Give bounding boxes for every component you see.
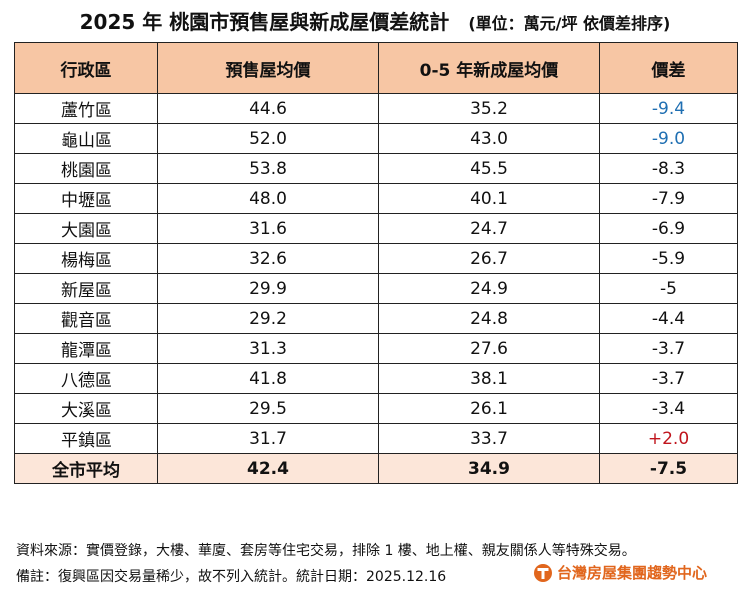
- column-header: 0-5 年新成屋均價: [378, 42, 600, 94]
- table-cell: 31.3: [157, 333, 379, 364]
- table-cell: 觀音區: [14, 303, 158, 334]
- table-cell: 26.1: [378, 393, 600, 424]
- table-cell: 31.6: [157, 213, 379, 244]
- table-row: 中壢區 48.0 40.1 -7.9: [14, 183, 738, 214]
- table-cell: 29.9: [157, 273, 379, 304]
- table-cell: 蘆竹區: [14, 93, 158, 124]
- table-row: 龍潭區 31.3 27.6 -3.7: [14, 333, 738, 364]
- table-cell: 24.8: [378, 303, 600, 334]
- remark-note: 備註：復興區因交易量稀少，故不列入統計。統計日期：2025.12.16: [16, 569, 447, 585]
- table-cell: 29.5: [157, 393, 379, 424]
- table-cell: 平鎮區: [14, 423, 158, 454]
- brand-logo: 台灣房屋集團趨勢中心: [533, 562, 707, 583]
- source-note: 資料來源：實價登錄，大樓、華廈、套房等住宅交易，排除 1 樓、地上權、親友關係人…: [16, 543, 636, 559]
- table-cell: 大園區: [14, 213, 158, 244]
- table-cell: 24.7: [378, 213, 600, 244]
- table-cell: 中壢區: [14, 183, 158, 214]
- table-cell: -6.9: [599, 213, 738, 244]
- table-cell: 40.1: [378, 183, 600, 214]
- brand-name: 台灣房屋集團趨勢中心: [557, 564, 708, 582]
- table-header-row: 行政區 預售屋均價 0-5 年新成屋均價 價差: [14, 42, 738, 94]
- table-cell: 24.9: [378, 273, 600, 304]
- table-cell: -5: [599, 273, 738, 304]
- table-cell: 32.6: [157, 243, 379, 274]
- table-cell: 53.8: [157, 153, 379, 184]
- table-cell: -9.4: [599, 93, 738, 124]
- table-cell: 新屋區: [14, 273, 158, 304]
- table-cell: 44.6: [157, 93, 379, 124]
- table-row: 龜山區 52.0 43.0 -9.0: [14, 123, 738, 154]
- table-cell: -7.5: [599, 453, 738, 484]
- column-header: 預售屋均價: [157, 42, 379, 94]
- title-text: 2025 年 桃園市預售屋與新成屋價差統計: [79, 10, 450, 34]
- table-cell: -3.7: [599, 333, 738, 364]
- table-cell: 27.6: [378, 333, 600, 364]
- table-cell: 38.1: [378, 363, 600, 394]
- table-row: 大園區 31.6 24.7 -6.9: [14, 213, 738, 244]
- table-cell: 龜山區: [14, 123, 158, 154]
- table-body: 蘆竹區 44.6 35.2 -9.4 龜山區 52.0 43.0 -9.0 桃園區 53.8 45.…: [14, 93, 738, 484]
- table-cell: 35.2: [378, 93, 600, 124]
- table-cell: -9.0: [599, 123, 738, 154]
- table-cell: 大溪區: [14, 393, 158, 424]
- average-row: 全市平均 42.4 34.9 -7.5: [14, 453, 738, 484]
- table-cell: -3.7: [599, 363, 738, 394]
- table-cell: 48.0: [157, 183, 379, 214]
- brand-icon: [534, 563, 552, 582]
- table-row: 觀音區 29.2 24.8 -4.4: [14, 303, 738, 334]
- table-row: 楊梅區 32.6 26.7 -5.9: [14, 243, 738, 274]
- table-cell: 八德區: [14, 363, 158, 394]
- table-cell: +2.0: [599, 423, 738, 454]
- table-cell: 41.8: [157, 363, 379, 394]
- table-cell: 31.7: [157, 423, 379, 454]
- column-header: 行政區: [14, 42, 158, 94]
- table-row: 桃園區 53.8 45.5 -8.3: [14, 153, 738, 184]
- table-cell: -5.9: [599, 243, 738, 274]
- price-difference-table: 行政區 預售屋均價 0-5 年新成屋均價 價差 蘆竹區 44.6 35.2 -9.4 龜…: [14, 42, 738, 484]
- table-cell: 42.4: [157, 453, 379, 484]
- table-cell: 26.7: [378, 243, 600, 274]
- table-cell: 龍潭區: [14, 333, 158, 364]
- table-row: 平鎮區 31.7 33.7 +2.0: [14, 423, 738, 454]
- table-cell: 45.5: [378, 153, 600, 184]
- table-row: 新屋區 29.9 24.9 -5: [14, 273, 738, 304]
- table-cell: 43.0: [378, 123, 600, 154]
- chart-title: 2025 年 桃園市預售屋與新成屋價差統計 (單位：萬元/坪 依價差排序): [0, 6, 750, 35]
- table-cell: 29.2: [157, 303, 379, 334]
- table-cell: 桃園區: [14, 153, 158, 184]
- table-cell: 33.7: [378, 423, 600, 454]
- table-row: 大溪區 29.5 26.1 -3.4: [14, 393, 738, 424]
- table-cell: 全市平均: [14, 453, 158, 484]
- table-row: 蘆竹區 44.6 35.2 -9.4: [14, 93, 738, 124]
- table-cell: 楊梅區: [14, 243, 158, 274]
- subtitle-text: (單位：萬元/坪 依價差排序): [468, 14, 671, 33]
- table-cell: -4.4: [599, 303, 738, 334]
- table-row: 八德區 41.8 38.1 -3.7: [14, 363, 738, 394]
- table-cell: 34.9: [378, 453, 600, 484]
- table-cell: -7.9: [599, 183, 738, 214]
- table-cell: -8.3: [599, 153, 738, 184]
- table-cell: 52.0: [157, 123, 379, 154]
- table-cell: -3.4: [599, 393, 738, 424]
- column-header: 價差: [599, 42, 738, 94]
